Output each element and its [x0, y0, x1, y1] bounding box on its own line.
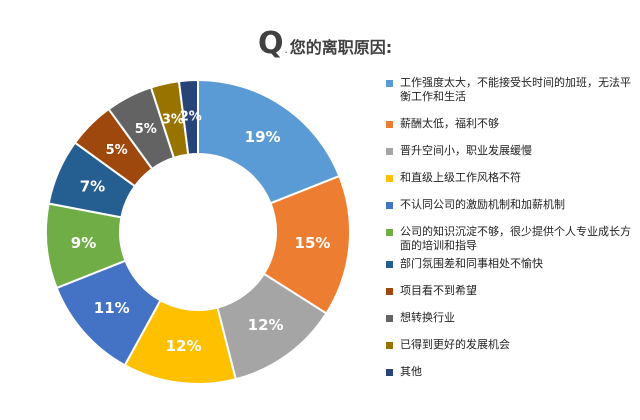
legend-label: 不认同公司的激励机制和加薪机制	[400, 198, 565, 211]
legend-swatch	[386, 80, 393, 87]
legend-item: 公司的知识沉淀不够，很少提供个人专业成长方面的培训和指导	[386, 225, 636, 253]
donut-slice	[177, 78, 199, 156]
legend-item: 薪酬太低，福利不够	[386, 117, 636, 131]
slice-label: 2%	[180, 110, 202, 125]
legend-label: 其他	[400, 365, 422, 378]
legend-swatch	[386, 175, 393, 182]
chart-title: Q . 您的离职原因:	[258, 26, 392, 66]
title-q-mark: Q	[258, 26, 284, 61]
legend-swatch	[386, 202, 393, 209]
legend-swatch	[386, 288, 393, 295]
legend-item: 已得到更好的发展机会	[386, 338, 636, 352]
legend-item: 工作强度太大，不能接受长时间的加班，无法平衡工作和生活	[386, 76, 636, 104]
legend-item: 项目看不到希望	[386, 284, 636, 298]
legend-label: 工作强度太大，不能接受长时间的加班，无法平衡工作和生活	[400, 76, 631, 103]
slice-label: 7%	[80, 177, 105, 195]
slice-label: 3%	[162, 112, 184, 127]
title-text: 您的离职原因:	[289, 38, 393, 57]
legend-swatch	[386, 121, 393, 128]
slice-label: 12%	[166, 337, 202, 355]
chart-legend: 工作强度太大，不能接受长时间的加班，无法平衡工作和生活 薪酬太低，福利不够 晋升…	[386, 76, 636, 392]
legend-swatch	[386, 369, 393, 376]
legend-swatch	[386, 315, 393, 322]
legend-label: 晋升空间小，职业发展缓慢	[400, 144, 532, 157]
legend-item: 其他	[386, 365, 636, 379]
slice-label: 15%	[295, 234, 331, 252]
legend-item: 晋升空间小，职业发展缓慢	[386, 144, 636, 158]
legend-swatch	[386, 261, 393, 268]
legend-label: 薪酬太低，福利不够	[400, 117, 499, 130]
legend-label: 项目看不到希望	[400, 284, 477, 297]
slice-label: 9%	[71, 234, 96, 252]
legend-label: 部门氛围差和同事相处不愉快	[400, 257, 543, 270]
legend-item: 不认同公司的激励机制和加薪机制	[386, 198, 636, 212]
legend-label: 想转换行业	[400, 311, 455, 324]
legend-swatch	[386, 229, 393, 236]
legend-swatch	[386, 148, 393, 155]
slice-label: 11%	[94, 299, 130, 317]
slice-label: 12%	[248, 316, 284, 334]
slice-label: 5%	[135, 122, 157, 137]
legend-item: 想转换行业	[386, 311, 636, 325]
legend-label: 和直级上级工作风格不符	[400, 171, 521, 184]
legend-swatch	[386, 342, 393, 349]
legend-item: 和直级上级工作风格不符	[386, 171, 636, 185]
legend-item: 部门氛围差和同事相处不愉快	[386, 257, 636, 271]
title-dot: .	[284, 45, 288, 56]
slice-label: 5%	[106, 143, 128, 158]
donut-slice	[197, 78, 341, 205]
slice-label: 19%	[245, 128, 281, 146]
legend-label: 已得到更好的发展机会	[400, 338, 510, 351]
legend-label: 公司的知识沉淀不够，很少提供个人专业成长方面的培训和指导	[400, 225, 631, 252]
